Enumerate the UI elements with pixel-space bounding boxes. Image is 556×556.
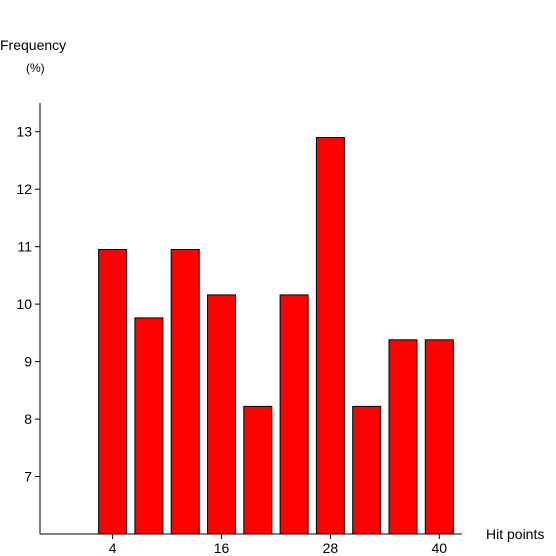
bar-28: [315, 137, 345, 535]
bar-12: [170, 249, 200, 535]
y-axis-label: Frequency: [0, 37, 66, 53]
y-tick-label-11: 11: [17, 239, 32, 255]
x-axis-label: Hit points: [486, 526, 544, 542]
bars-group: [98, 137, 454, 535]
bar-8: [134, 317, 164, 535]
bar-24: [279, 294, 309, 535]
y-ticks-group: 7 8 9 10 11 12 13: [16, 124, 40, 485]
y-tick-label-9: 9: [24, 354, 32, 370]
x-tick-label-40: 40: [432, 540, 448, 556]
bar-36: [388, 339, 418, 535]
y-tick-label-7: 7: [24, 469, 32, 485]
x-ticks-group: 4 16 28 40: [109, 534, 448, 556]
bar-32: [352, 405, 382, 535]
bar-4: [98, 249, 128, 535]
y-tick-label-13: 13: [16, 124, 32, 140]
x-tick-label-4: 4: [109, 540, 117, 556]
y-axis-unit: (%): [26, 61, 45, 75]
bar-20: [243, 405, 273, 535]
x-tick-label-28: 28: [323, 540, 339, 556]
y-tick-label-12: 12: [16, 181, 32, 197]
bar-40: [424, 339, 454, 535]
y-tick-label-10: 10: [16, 296, 32, 312]
bar-16: [207, 294, 236, 535]
x-tick-label-16: 16: [214, 540, 230, 556]
y-tick-label-8: 8: [24, 411, 32, 427]
